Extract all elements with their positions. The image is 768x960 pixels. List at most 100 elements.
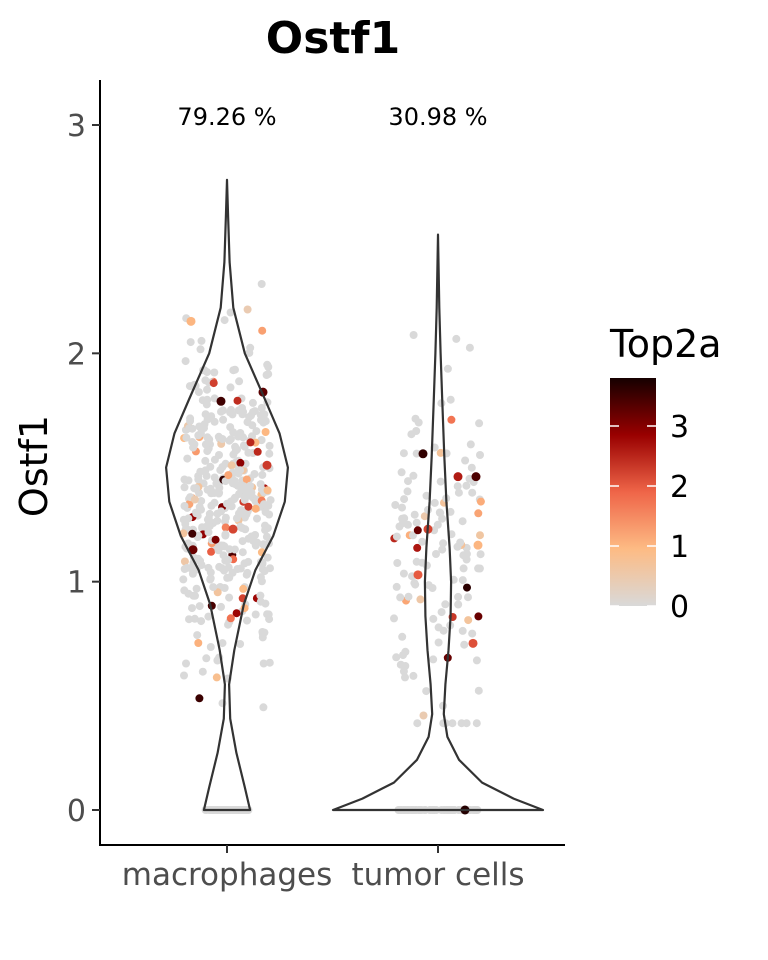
y-tick-label: 0: [67, 794, 86, 829]
data-point: [409, 531, 417, 540]
data-point: [260, 500, 268, 509]
data-point: [236, 466, 245, 475]
data-point: [204, 612, 213, 621]
data-point: [196, 345, 205, 354]
data-point: [190, 614, 199, 623]
data-point: [413, 570, 423, 580]
data-point: [207, 547, 216, 556]
data-point: [203, 395, 212, 404]
data-point: [238, 548, 247, 557]
data-point: [468, 488, 477, 497]
data-point: [392, 532, 401, 541]
data-point: [182, 433, 191, 442]
data-point: [252, 427, 261, 436]
data-point: [191, 591, 199, 600]
data-point: [210, 455, 219, 464]
data-point: [216, 466, 225, 475]
data-point: [225, 545, 234, 554]
data-point: [246, 438, 255, 447]
data-point: [210, 368, 219, 377]
data-point: [183, 454, 192, 463]
y-tick-label: 3: [67, 109, 86, 144]
data-point: [412, 449, 421, 458]
data-point: [225, 573, 234, 582]
data-point: [205, 522, 214, 531]
data-point: [422, 687, 431, 696]
data-point: [186, 316, 196, 326]
data-point: [250, 407, 259, 416]
data-point: [243, 616, 251, 625]
data-point: [244, 502, 253, 511]
data-point: [179, 575, 188, 584]
data-point: [441, 600, 450, 609]
data-point: [253, 538, 262, 547]
data-point: [263, 553, 272, 562]
data-point: [429, 655, 438, 664]
data-point: [467, 463, 476, 472]
data-point: [468, 638, 478, 648]
data-point: [217, 507, 226, 516]
data-point: [218, 435, 227, 443]
data-point: [233, 481, 242, 490]
data-point: [410, 510, 419, 519]
data-point: [265, 658, 274, 667]
data-point: [206, 643, 215, 651]
data-point: [400, 495, 409, 504]
data-point: [210, 473, 219, 482]
legend-tick-label: 1: [670, 530, 689, 565]
data-point: [231, 446, 240, 455]
y-tick-label: 1: [67, 566, 86, 601]
data-point: [458, 517, 467, 526]
data-point: [226, 383, 235, 392]
data-point: [217, 407, 225, 416]
data-point: [234, 432, 243, 441]
data-point: [180, 483, 189, 492]
data-point: [466, 440, 475, 449]
data-point: [189, 443, 198, 452]
data-point: [236, 640, 245, 648]
data-point: [475, 419, 484, 428]
data-point: [473, 540, 483, 550]
data-point: [265, 449, 274, 458]
data-point: [401, 673, 409, 682]
data-point: [186, 416, 195, 425]
data-point: [235, 509, 243, 518]
data-point: [432, 550, 440, 558]
data-point: [257, 403, 266, 412]
data-point: [193, 631, 202, 640]
data-point: [398, 632, 407, 641]
legend: Top2a 0 1 2 3: [609, 322, 722, 625]
data-point: [419, 711, 428, 720]
data-point: [195, 694, 204, 703]
highlight-points: [186, 316, 483, 815]
data-point: [414, 418, 423, 427]
data-point: [225, 593, 234, 602]
data-point: [422, 491, 431, 500]
violin-0: [165, 178, 289, 812]
data-point: [443, 364, 452, 373]
data-point: [194, 639, 203, 647]
data-point: [436, 508, 445, 517]
data-point: [240, 442, 249, 451]
data-point: [235, 377, 244, 386]
data-point: [439, 539, 448, 548]
data-point: [203, 385, 211, 394]
data-point: [206, 484, 215, 493]
data-point: [227, 461, 236, 470]
data-point: [413, 526, 422, 535]
data-point: [209, 379, 218, 388]
data-point: [453, 482, 462, 491]
data-point: [395, 522, 404, 531]
data-point: [474, 612, 483, 621]
data-point: [197, 497, 206, 505]
violin-1: [331, 233, 545, 812]
data-point: [218, 639, 227, 648]
data-point: [453, 472, 463, 482]
data-point: [438, 545, 447, 554]
data-point: [209, 583, 218, 592]
data-point: [471, 472, 481, 482]
plot-area: 79.26 % 30.98 %: [165, 103, 545, 815]
data-point: [221, 523, 230, 532]
data-point: [263, 360, 272, 369]
points-1: [390, 331, 485, 814]
